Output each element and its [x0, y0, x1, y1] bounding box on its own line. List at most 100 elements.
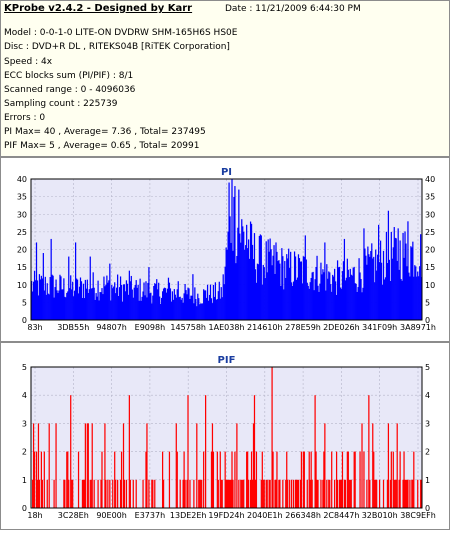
pi-bar — [225, 247, 227, 320]
pif-bar — [348, 479, 350, 508]
pi-xtick: 278E59h — [285, 323, 321, 332]
pif-bar — [37, 423, 40, 508]
pi-bar — [139, 278, 141, 320]
pi-bar — [325, 290, 327, 320]
pi-bar — [174, 294, 176, 320]
pif-bar — [350, 479, 352, 508]
pi-bar — [80, 281, 83, 320]
pif-bar — [199, 479, 201, 508]
pif-chart-title: PIF — [218, 355, 236, 366]
pi-bar — [317, 285, 319, 320]
pi-bar — [221, 297, 223, 320]
pif-bar — [282, 479, 284, 508]
pif-bar — [363, 451, 365, 508]
pi-bar — [358, 258, 360, 320]
pif-bar — [236, 423, 238, 508]
pi-bar — [76, 279, 79, 320]
pi-bar — [109, 263, 111, 320]
pi-bar — [356, 291, 358, 320]
pif-bar — [373, 451, 375, 508]
pi-bar — [335, 294, 338, 320]
pi-xtick: E9098h — [135, 323, 165, 332]
pi-bar — [378, 262, 381, 320]
pif-bar — [183, 451, 185, 508]
pi-bar — [70, 275, 72, 320]
pif-bar — [117, 479, 119, 508]
pi-ytick-right: 35 — [425, 193, 435, 202]
pif-bar — [46, 479, 48, 508]
pif-bar — [193, 479, 195, 508]
pi-bar — [397, 228, 399, 320]
pi-bar — [400, 279, 402, 320]
pi-bar — [362, 287, 364, 320]
pi-bar — [345, 277, 347, 320]
pif-bar — [349, 479, 351, 508]
pi-bar — [375, 249, 377, 320]
pif-bar — [386, 479, 389, 508]
pif-xtick: 2C8447h — [323, 511, 359, 520]
pif-chart: PIF 0 0 1 1 2 2 3 3 4 4 5 5 18h 3C28Eh 90E00h E3737h 13DE… — [22, 355, 436, 520]
pif-bar — [90, 479, 92, 508]
pif-bar — [392, 451, 394, 508]
pif-bar — [82, 479, 85, 508]
pif-bar — [278, 479, 280, 508]
pi-bar — [364, 248, 366, 320]
pif-bar — [187, 395, 189, 508]
pi-bar — [233, 196, 235, 320]
pi-bar — [198, 298, 200, 320]
pif-bar — [142, 479, 144, 508]
pi-bar — [335, 281, 337, 320]
pi-bar — [180, 299, 182, 320]
pi-bar — [281, 248, 283, 320]
pi-bar — [331, 291, 333, 320]
pif-bar — [240, 479, 242, 508]
pi-xtick: 2DE026h — [323, 323, 360, 332]
pif-bar — [316, 479, 318, 508]
pi-bar — [415, 266, 417, 320]
pi-ytick-right: 30 — [425, 210, 435, 219]
pif-bar — [66, 451, 68, 508]
pif-bar — [343, 479, 346, 508]
pi-bar — [411, 247, 413, 320]
pi-bar — [39, 279, 42, 320]
pi-bar — [394, 237, 396, 320]
pi-bar — [52, 275, 54, 320]
pif-bar — [320, 479, 322, 508]
pi-bar — [334, 268, 336, 320]
pi-bar — [60, 276, 62, 320]
pi-bar — [153, 285, 155, 320]
pi-bar — [89, 256, 91, 320]
pi-bar — [84, 279, 86, 320]
pi-bar — [98, 300, 100, 320]
pif-bar — [104, 423, 106, 508]
pi-ytick-left: 20 — [17, 246, 27, 255]
pi-bar — [231, 179, 233, 320]
pif-bar — [378, 479, 381, 508]
pi-bar — [166, 288, 169, 320]
pif-bar — [241, 479, 243, 508]
pi-bar — [169, 288, 172, 320]
pif-bar — [252, 423, 255, 508]
pi-bar — [338, 266, 341, 320]
pif-bar — [196, 423, 198, 508]
pif-bar — [246, 451, 248, 508]
pi-bar — [246, 224, 248, 320]
pi-bar — [245, 245, 247, 320]
pif-ytick-left: 5 — [22, 363, 27, 372]
pi-bar — [181, 297, 183, 320]
pif-bar — [152, 479, 154, 508]
pi-bar — [239, 233, 241, 320]
info-errors: Errors : 0 — [4, 113, 46, 123]
pi-bar — [343, 238, 346, 320]
pi-bar — [266, 272, 268, 320]
pi-bar — [187, 287, 189, 320]
pi-bar — [179, 296, 181, 320]
pi-bar — [58, 290, 60, 320]
pi-bar — [412, 241, 414, 320]
pi-bar — [163, 287, 166, 320]
pi-bar — [37, 295, 40, 320]
pi-bar — [206, 284, 209, 320]
pif-bar — [176, 451, 178, 508]
pif-bar — [255, 451, 258, 508]
pi-bar — [97, 280, 99, 320]
